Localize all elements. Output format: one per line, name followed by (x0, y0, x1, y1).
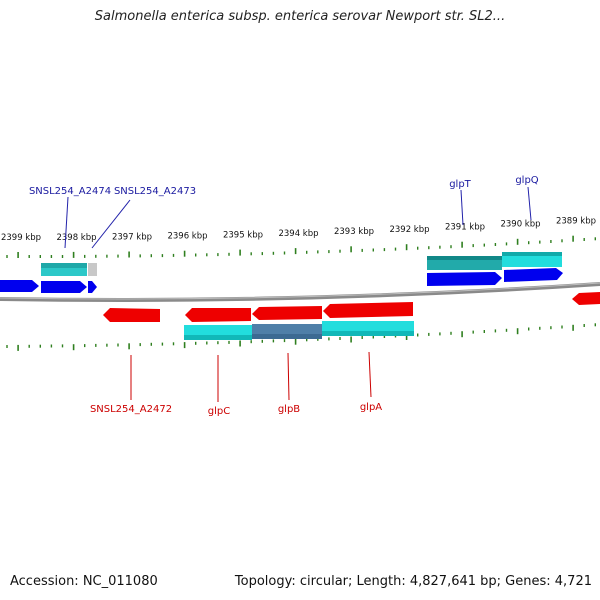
forward-cds-track (41, 252, 562, 276)
label-a2474[interactable]: SNSL254_A2474 (29, 186, 111, 197)
gene-glpA[interactable] (323, 302, 413, 318)
gene-a2473[interactable] (88, 281, 97, 293)
kbp-tick-label: 2389 kbp (556, 217, 596, 227)
kbp-tick-labels: 2399 kbp 2398 kbp 2397 kbp 2396 kbp 2395 kbp… (1, 217, 596, 244)
kbp-tick-label: 2397 kbp (112, 233, 152, 243)
cds-glpC-shade (184, 335, 252, 340)
genome-backbone (0, 282, 600, 302)
label-glpA[interactable]: glpA (360, 402, 382, 413)
gene-a2474[interactable] (41, 281, 87, 293)
map-title: Salmonella enterica subsp. enterica sero… (94, 9, 506, 24)
label-glpT[interactable]: glpT (449, 179, 471, 190)
cds-glpT-shade (427, 256, 502, 260)
gene-glpQ[interactable] (504, 268, 563, 282)
label-a2473[interactable]: SNSL254_A2473 (114, 186, 196, 197)
forward-gene-track (0, 268, 563, 293)
leader-a2474 (64, 196, 69, 249)
leader-glpQ (527, 186, 532, 221)
kbp-tick-label: 2395 kbp (223, 231, 263, 241)
top-tick-track (6, 235, 596, 258)
cds-glpA-shade (322, 331, 414, 336)
kbp-tick-label: 2390 kbp (500, 220, 540, 230)
kbp-tick-label: 2392 kbp (389, 225, 429, 235)
genome-backbone-highlight (0, 282, 600, 300)
gene-a2472[interactable] (103, 308, 160, 322)
forward-leader-lines (64, 186, 532, 249)
accession-text: Accession: NC_011080 (10, 574, 158, 589)
leader-glpB (287, 352, 290, 401)
reverse-gene-labels: SNSL254_A2472 glpC glpB glpA (90, 402, 382, 417)
kbp-tick-label: 2394 kbp (278, 229, 318, 239)
gene-glpC[interactable] (185, 308, 251, 322)
label-glpC[interactable]: glpC (208, 406, 230, 417)
kbp-tick-label: 2393 kbp (334, 227, 374, 237)
forward-gene-labels: SNSL254_A2474 SNSL254_A2473 glpT glpQ (29, 175, 539, 197)
kbp-tick-label: 2398 kbp (56, 233, 96, 243)
topology-summary: Topology: circular; Length: 4,827,641 bp… (234, 574, 592, 589)
reverse-gene-track (103, 292, 600, 322)
label-glpB[interactable]: glpB (278, 404, 300, 415)
gene-left-edge[interactable] (0, 280, 39, 292)
label-glpQ[interactable]: glpQ (515, 175, 538, 186)
leader-glpT (460, 189, 464, 226)
leader-glpA (368, 351, 372, 398)
kbp-tick-label: 2399 kbp (1, 233, 41, 243)
reverse-cds-track (184, 321, 414, 340)
label-a2472[interactable]: SNSL254_A2472 (90, 404, 172, 415)
cds-glpQ-shade (502, 252, 562, 256)
cds-a2473[interactable] (88, 263, 97, 276)
kbp-tick-label: 2391 kbp (445, 223, 485, 233)
cds-a2474-shade (41, 263, 87, 268)
gene-glpT[interactable] (427, 272, 502, 286)
gene-glpB[interactable] (252, 306, 322, 320)
cds-glpB-shade (252, 334, 322, 339)
reverse-leader-lines (130, 351, 372, 402)
kbp-tick-label: 2396 kbp (167, 232, 207, 242)
gene-right-edge[interactable] (572, 292, 600, 305)
leader-a2473 (91, 199, 131, 249)
